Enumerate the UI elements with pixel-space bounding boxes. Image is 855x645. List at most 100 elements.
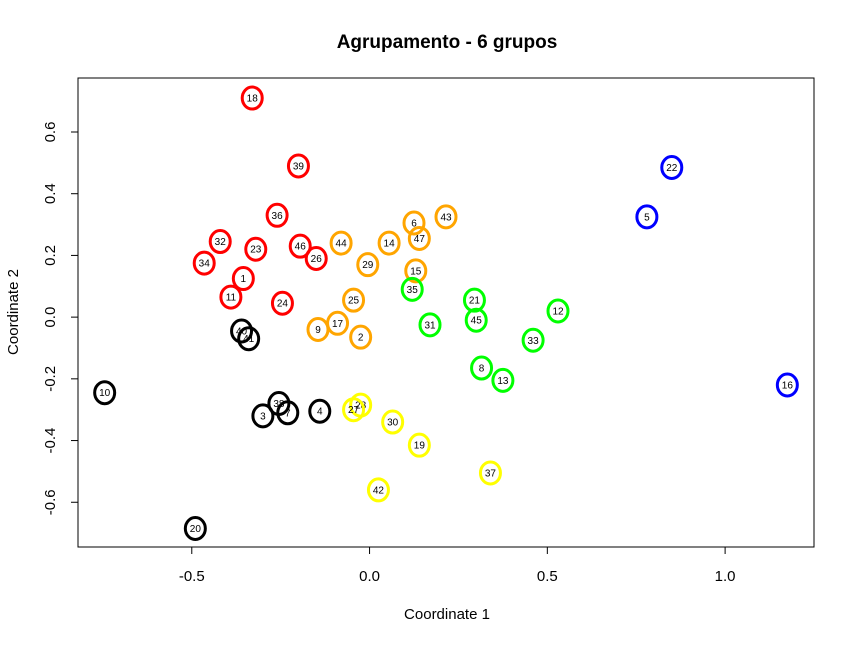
point-label: 1 [241, 274, 247, 285]
point-marker [407, 225, 431, 251]
data-point: 32 [208, 229, 232, 255]
point-label: 18 [247, 94, 259, 105]
point-label: 24 [277, 299, 289, 310]
data-point: 30 [381, 409, 405, 435]
point-label: 45 [471, 316, 483, 327]
point-label: 3 [260, 411, 266, 422]
point-marker [407, 432, 431, 458]
point-marker [183, 515, 207, 541]
data-point: 11 [219, 284, 243, 310]
point-label: 25 [348, 296, 360, 307]
data-point: 22 [660, 154, 684, 180]
point-marker [377, 230, 401, 256]
data-point: 2 [349, 324, 373, 350]
point-label: 34 [199, 259, 211, 270]
data-point: 17 [326, 310, 350, 336]
y-tick-label: 0.6 [42, 122, 59, 143]
point-label: 39 [293, 161, 305, 172]
point-marker [478, 460, 502, 486]
point-marker [660, 154, 684, 180]
y-tick-label: -0.4 [42, 428, 59, 454]
point-marker [366, 477, 390, 503]
point-marker [288, 233, 312, 259]
point-marker [356, 252, 380, 278]
point-marker [286, 153, 310, 179]
point-marker [244, 236, 268, 262]
data-point: 16 [775, 372, 799, 398]
data-point: 10 [93, 380, 117, 406]
data-point: 33 [521, 327, 545, 353]
point-marker [219, 284, 243, 310]
point-label: 33 [528, 336, 540, 347]
data-point: 29 [356, 252, 380, 278]
point-marker [342, 287, 366, 313]
point-marker [775, 372, 799, 398]
point-label: 4 [317, 407, 323, 418]
y-tick-label: 0.4 [42, 183, 59, 204]
x-tick-label: 0.5 [537, 568, 558, 585]
point-label: 20 [190, 524, 202, 535]
point-label: 14 [384, 239, 396, 250]
data-point: 31 [418, 312, 442, 338]
point-marker [276, 400, 300, 426]
data-point: 19 [407, 432, 431, 458]
data-point: 37 [478, 460, 502, 486]
point-label: 2 [358, 333, 364, 344]
point-label: 19 [414, 441, 426, 452]
point-label: 16 [782, 381, 794, 392]
point-marker [240, 85, 264, 111]
data-point: 26 [304, 246, 328, 272]
data-point: 42 [366, 477, 390, 503]
point-label: 15 [410, 266, 422, 277]
data-point: 12 [546, 298, 570, 324]
data-point: 4 [308, 398, 332, 424]
data-point: 25 [342, 287, 366, 313]
point-label: 32 [215, 237, 227, 248]
x-axis: -0.5 0.0 0.5 1.0 [179, 547, 736, 585]
point-marker [418, 312, 442, 338]
point-marker [349, 324, 373, 350]
point-marker [400, 276, 424, 302]
point-marker [381, 409, 405, 435]
point-label: 36 [272, 211, 284, 222]
point-label: 30 [387, 418, 399, 429]
point-label: 43 [440, 212, 452, 223]
point-marker [231, 266, 255, 292]
data-point: 20 [183, 515, 207, 541]
data-point: 41 [237, 326, 261, 352]
point-label: 22 [666, 163, 678, 174]
data-point: 46 [288, 233, 312, 259]
y-axis-label: Coordinate 2 [5, 269, 22, 355]
point-marker [265, 202, 289, 228]
x-axis-label: Coordinate 1 [404, 606, 490, 623]
point-marker [521, 327, 545, 353]
point-marker [208, 229, 232, 255]
point-label: 42 [373, 485, 385, 496]
data-point: 47 [407, 225, 431, 251]
point-label: 47 [414, 234, 426, 245]
point-marker [93, 380, 117, 406]
point-marker [491, 367, 515, 393]
point-marker [462, 287, 486, 313]
data-point: 27 [342, 397, 366, 423]
data-point: 35 [400, 276, 424, 302]
point-marker [329, 230, 353, 256]
point-label: 21 [469, 296, 481, 307]
data-point: 9 [306, 316, 330, 342]
point-label: 26 [311, 254, 323, 265]
point-label: 29 [362, 260, 374, 271]
data-point: 44 [329, 230, 353, 256]
point-label: 27 [348, 405, 360, 416]
data-point: 5 [635, 204, 659, 230]
point-marker [635, 204, 659, 230]
point-label: 35 [407, 285, 419, 296]
point-marker [192, 250, 216, 276]
point-label: 17 [332, 319, 344, 330]
point-marker [434, 204, 458, 230]
data-point: 18 [240, 85, 264, 111]
point-marker [304, 246, 328, 272]
data-point: 23 [244, 236, 268, 262]
point-label: 46 [295, 242, 307, 253]
